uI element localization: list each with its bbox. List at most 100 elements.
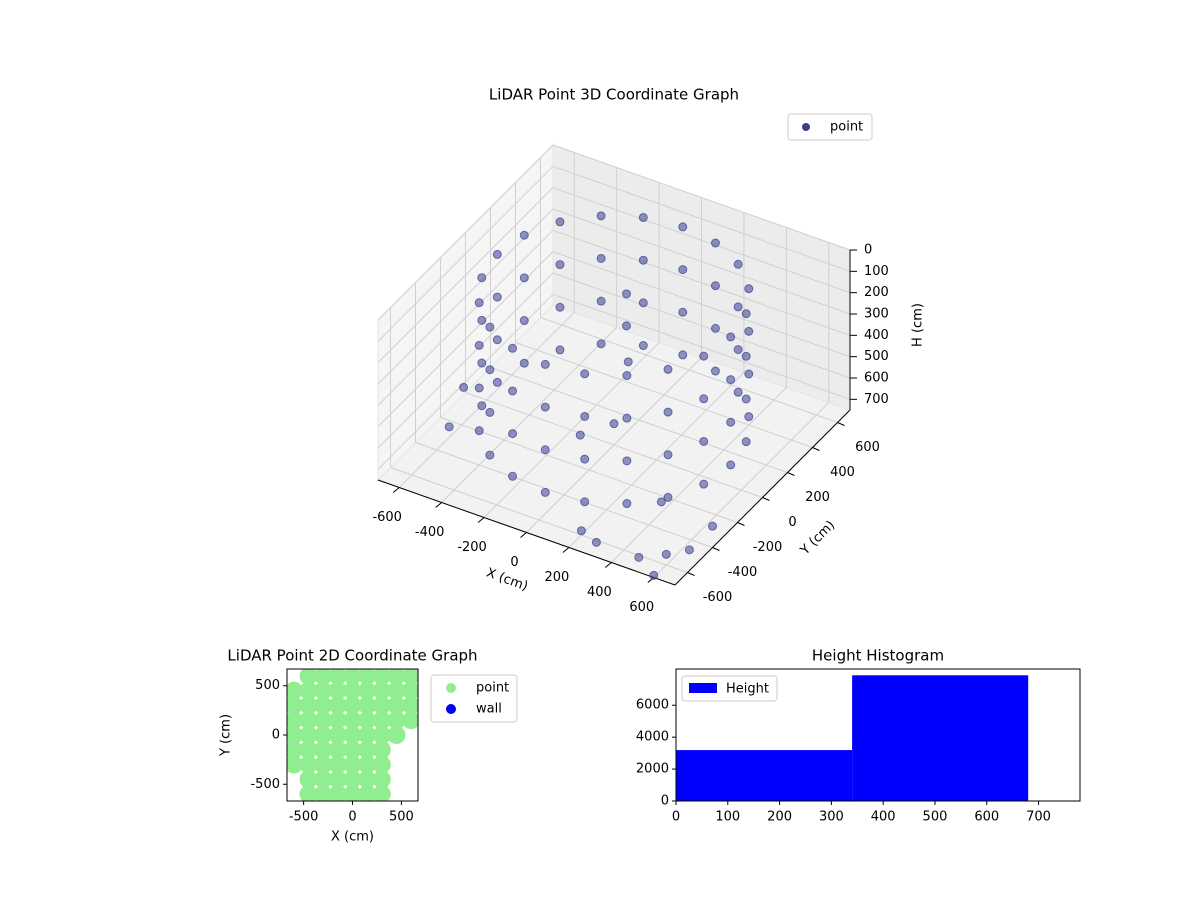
grid-line <box>552 229 851 336</box>
x-tick-label: 0 <box>510 555 518 570</box>
point <box>299 755 318 774</box>
chart-title: Height Histogram <box>812 647 944 665</box>
y-tick-label: 0 <box>272 728 280 743</box>
x-tick <box>562 547 570 553</box>
grid-line <box>552 187 851 294</box>
point <box>663 364 673 374</box>
grid-line <box>465 392 763 498</box>
point <box>343 696 362 715</box>
point <box>387 669 406 685</box>
x-tick-label: 700 <box>1026 810 1051 825</box>
point <box>575 430 585 440</box>
point <box>540 445 550 455</box>
point <box>622 371 632 381</box>
grid-line <box>552 251 851 358</box>
point <box>485 322 495 332</box>
point <box>492 335 502 345</box>
y-tick <box>762 497 770 501</box>
point <box>678 307 688 317</box>
point <box>596 211 606 221</box>
point <box>726 417 736 427</box>
point <box>580 497 590 507</box>
point <box>372 770 391 789</box>
z-tick-label: 700 <box>864 392 889 407</box>
y-tick-label: 4000 <box>636 730 669 745</box>
y-tick-label: 6000 <box>636 698 669 713</box>
point <box>741 309 751 319</box>
y-axis-label: Y (cm) <box>219 714 234 757</box>
x-tick-label: 400 <box>587 585 612 600</box>
point <box>299 669 318 685</box>
point <box>741 394 751 404</box>
point <box>328 755 347 774</box>
x-tick-label: 300 <box>819 810 844 825</box>
point <box>314 669 333 685</box>
point <box>540 487 550 497</box>
point <box>314 755 333 774</box>
point <box>402 681 418 700</box>
point <box>638 213 648 223</box>
x-tick <box>392 487 400 493</box>
point <box>710 366 720 376</box>
point <box>328 740 347 759</box>
point <box>372 669 391 685</box>
point <box>477 358 487 368</box>
point <box>299 740 318 759</box>
grid-line <box>377 229 554 406</box>
legend-box <box>787 113 873 141</box>
point <box>314 740 333 759</box>
grid-line <box>552 272 851 379</box>
point <box>485 450 495 460</box>
point <box>287 711 303 730</box>
grid-line <box>552 293 851 400</box>
point <box>387 726 406 744</box>
bar <box>676 750 853 801</box>
y-tick-label: -400 <box>728 565 758 580</box>
grid-line <box>377 144 554 321</box>
y-tick-label: 0 <box>788 515 796 530</box>
point <box>287 740 303 759</box>
y-tick <box>837 422 845 426</box>
point <box>580 369 590 379</box>
point <box>402 669 418 685</box>
point <box>741 351 751 361</box>
z-tick-label: 100 <box>864 264 889 279</box>
x-tick-label: 0 <box>672 810 680 825</box>
point <box>477 273 487 283</box>
y-tick-label: -500 <box>250 777 280 792</box>
point <box>299 785 318 801</box>
point <box>314 726 333 744</box>
grid-line <box>490 367 788 473</box>
point <box>576 526 586 536</box>
point <box>519 316 529 326</box>
bar <box>852 675 1029 801</box>
point <box>402 696 418 715</box>
legend-label: wall <box>476 702 502 717</box>
point <box>474 298 484 308</box>
point <box>328 785 347 801</box>
point <box>474 426 484 436</box>
point <box>358 711 377 730</box>
point <box>358 681 377 700</box>
point <box>622 499 632 509</box>
x-tick-label: 400 <box>871 810 896 825</box>
point <box>328 726 347 744</box>
x-tick-label: -500 <box>289 810 319 825</box>
point <box>580 411 590 421</box>
x-tick-label: -600 <box>372 510 402 525</box>
grid-line <box>515 342 813 448</box>
grid-line <box>552 144 851 251</box>
point <box>678 265 688 275</box>
grid-line <box>377 165 554 342</box>
point <box>555 260 565 270</box>
y-tick <box>787 472 795 476</box>
point <box>649 570 659 580</box>
point <box>596 253 606 263</box>
point <box>287 755 303 774</box>
x-tick-label: 500 <box>389 810 414 825</box>
grid-line <box>440 417 738 523</box>
grid-line <box>540 317 838 423</box>
point <box>726 375 736 385</box>
z-tick-label: 500 <box>864 349 889 364</box>
